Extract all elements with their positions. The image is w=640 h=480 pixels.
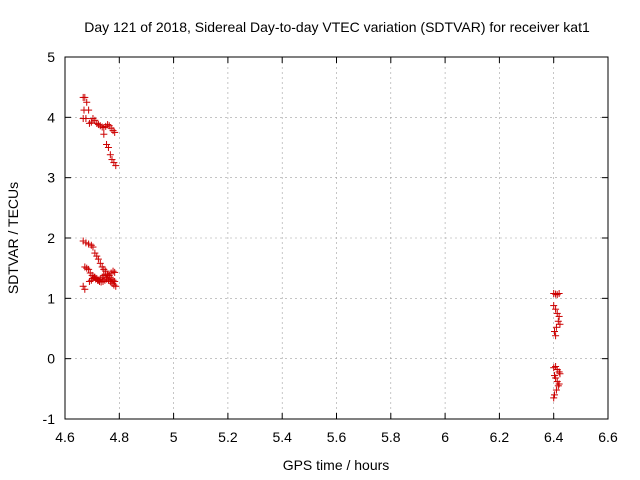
data-point [98, 273, 106, 281]
x-tick-label: 4.8 [110, 429, 130, 445]
data-point [87, 118, 95, 126]
data-point [81, 285, 89, 293]
chart-title: Day 121 of 2018, Sidereal Day-to-day VTE… [84, 19, 590, 35]
data-point [85, 265, 93, 273]
data-point [552, 290, 560, 298]
y-tick-label: 5 [47, 49, 55, 65]
y-tick-label: 0 [47, 351, 55, 367]
data-point [109, 267, 117, 275]
x-tick-label: 6.2 [490, 429, 510, 445]
data-point [104, 121, 112, 129]
data-point [112, 162, 120, 170]
data-point [111, 128, 119, 136]
data-points [79, 93, 564, 402]
x-tick-label: 6.6 [598, 429, 618, 445]
plot-frame [64, 56, 609, 420]
data-point [104, 144, 112, 151]
data-point [552, 374, 560, 382]
data-point [550, 394, 558, 402]
data-point [93, 274, 101, 282]
data-point [552, 323, 560, 331]
data-point [104, 271, 112, 279]
data-point [554, 382, 562, 390]
data-point [552, 363, 560, 371]
data-point [98, 123, 106, 131]
data-point [555, 290, 563, 298]
data-point [106, 151, 114, 159]
y-tick-label: -1 [43, 411, 56, 427]
data-point [111, 277, 119, 285]
data-point [100, 130, 108, 138]
x-tick-label: 6.4 [544, 429, 564, 445]
data-point [81, 93, 89, 101]
data-point [555, 312, 563, 320]
data-point [109, 127, 117, 135]
data-point [94, 255, 102, 263]
y-axis-title: SDTVAR / TECUs [5, 182, 21, 294]
x-axis-title: GPS time / hours [283, 457, 390, 473]
y-tick-label: 3 [47, 170, 55, 186]
data-point [87, 241, 95, 249]
data-point [93, 119, 101, 127]
x-tick-label: 6 [441, 429, 449, 445]
data-point [96, 259, 104, 267]
data-point [82, 115, 90, 123]
x-tick-label: 5.2 [218, 429, 238, 445]
data-point [87, 276, 95, 284]
data-point [112, 282, 120, 290]
data-point [552, 332, 560, 340]
x-tick-label: 4.6 [55, 429, 75, 445]
x-tick-label: 5.6 [327, 429, 347, 445]
data-point [85, 106, 93, 114]
y-tick-label: 2 [47, 230, 55, 246]
data-point [93, 252, 101, 260]
data-point [550, 302, 558, 310]
data-point [83, 98, 91, 106]
y-tick-label: 4 [47, 109, 55, 125]
data-point [111, 268, 119, 276]
y-tick-label: 1 [47, 290, 55, 306]
data-point [552, 386, 560, 394]
data-point [79, 282, 87, 290]
x-tick-label: 5 [170, 429, 178, 445]
data-point [551, 328, 559, 336]
data-point [555, 380, 563, 388]
x-tick-label: 5.4 [272, 429, 292, 445]
data-point [556, 320, 564, 328]
data-point [554, 317, 562, 325]
data-point [555, 368, 563, 376]
data-point [89, 243, 97, 251]
data-point [109, 276, 117, 284]
x-tick-label: 5.8 [381, 429, 401, 445]
data-point [551, 391, 559, 399]
data-point [552, 305, 560, 313]
grid-layer [65, 57, 608, 419]
data-point [556, 370, 564, 378]
